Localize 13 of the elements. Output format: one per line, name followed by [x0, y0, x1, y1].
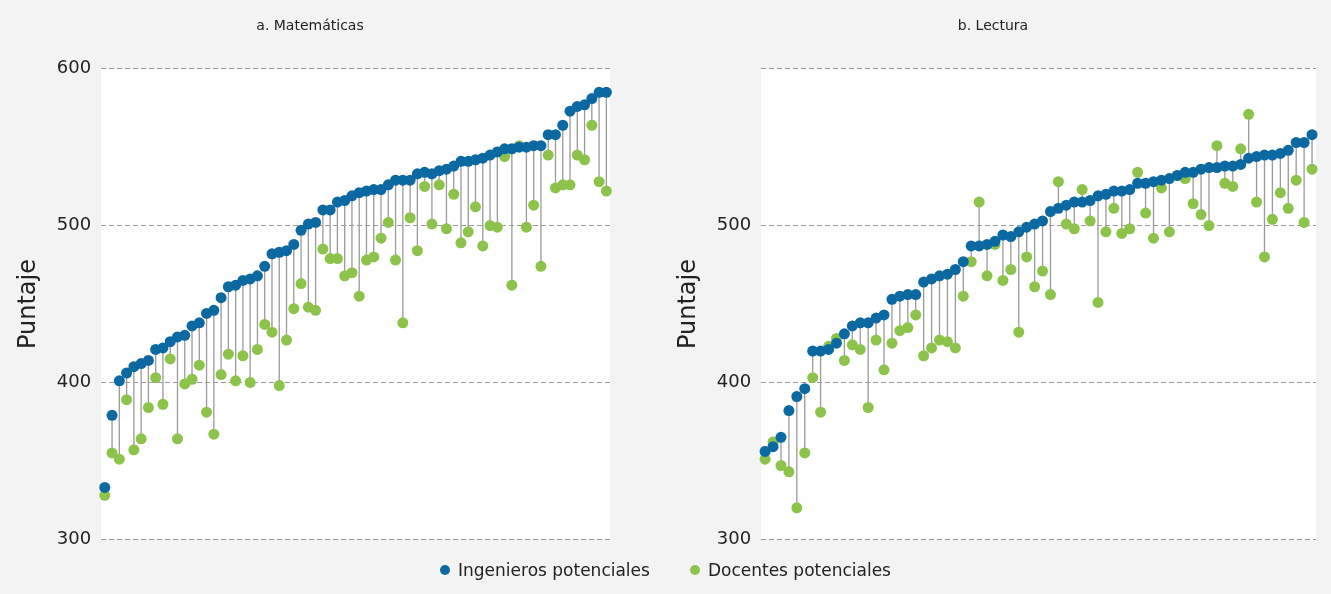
y-axis-title: Puntaje: [12, 258, 41, 350]
y-tick-label: 500: [716, 213, 752, 235]
y-axis-title: Puntaje: [672, 258, 701, 350]
y-tick-label: 300: [716, 526, 752, 548]
y-tick-label: 500: [56, 213, 92, 235]
chart-title: b. Lectura: [957, 17, 1029, 34]
y-tick-label: 400: [56, 370, 92, 392]
chart-title: a. Matemáticas: [256, 17, 364, 34]
y-tick-label: 400: [716, 370, 752, 392]
y-tick-label: 300: [56, 526, 92, 548]
legend-label: Ingenieros potenciales: [458, 560, 650, 580]
legend-label: Docentes potenciales: [707, 560, 891, 580]
y-tick-label: 600: [56, 56, 92, 78]
